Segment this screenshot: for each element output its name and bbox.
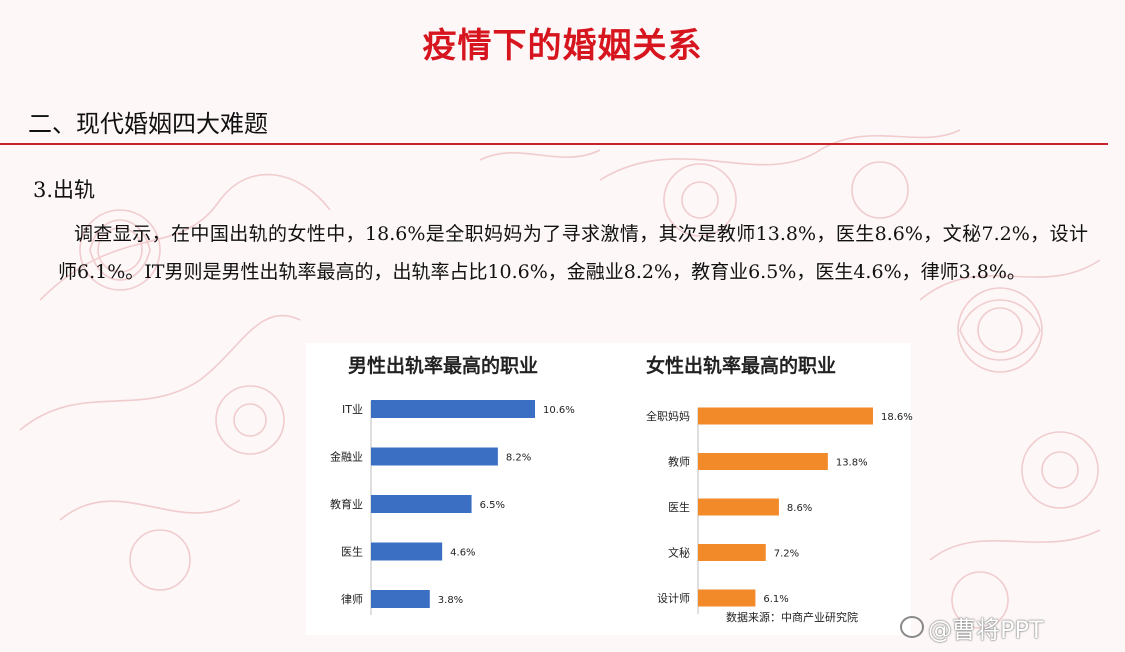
bar-2 xyxy=(371,447,498,466)
subheading: 3.出轨 xyxy=(33,178,96,202)
data-label: 6.1% xyxy=(763,594,788,605)
category-label: 医生 xyxy=(668,500,690,514)
category-label: 全职妈妈 xyxy=(646,409,690,423)
body-paragraph: 调查显示，在中国出轨的女性中，18.6%是全职妈妈为了寻求激情，其次是教师13.… xyxy=(58,223,1088,283)
data-label: 18.6% xyxy=(881,412,913,423)
bar-3 xyxy=(698,498,779,516)
data-source: 数据来源：中商产业研究院 xyxy=(726,611,858,624)
category-label: 医生 xyxy=(341,545,363,559)
bar-5 xyxy=(371,590,430,608)
category-label: 设计师 xyxy=(657,592,690,605)
data-label: 3.8% xyxy=(438,595,463,606)
data-label: 8.6% xyxy=(787,503,812,514)
category-label: IT业 xyxy=(342,403,363,416)
watermark-text: @曹将PPT xyxy=(928,615,1044,644)
data-label: 10.6% xyxy=(543,405,575,416)
page-title: 疫情下的婚姻关系 xyxy=(422,26,703,66)
female-chart-title: 女性出轨率最高的职业 xyxy=(646,355,837,377)
bar-4 xyxy=(698,544,766,561)
category-label: 律师 xyxy=(341,593,363,606)
bar-5 xyxy=(698,589,756,607)
data-label: 6.5% xyxy=(480,500,505,511)
data-label: 13.8% xyxy=(836,458,868,469)
category-label: 教育业 xyxy=(330,497,363,511)
data-label: 4.6% xyxy=(450,548,475,559)
category-label: 文秘 xyxy=(668,546,690,560)
divider-line xyxy=(0,143,1108,145)
weibo-logo-icon xyxy=(900,616,924,638)
chart-figure: 男性出轨率最高的职业 女性出轨率最高的职业 IT业 10.6% 金融业 8.2% 教育业… xyxy=(306,343,913,635)
data-label: 8.2% xyxy=(506,453,531,464)
male-bar-chart: IT业 10.6% 金融业 8.2% 教育业 6.5% 医生 4.6% 律师 3.8% xyxy=(330,400,575,615)
category-label: 金融业 xyxy=(330,450,363,464)
bar-3 xyxy=(371,495,472,513)
data-label: 7.2% xyxy=(774,549,799,560)
bar-4 xyxy=(371,542,443,561)
female-bar-chart: 全职妈妈 18.6% 教师 13.8% 医生 8.6% 文秘 7.2% 设计师 6.1% xyxy=(646,407,913,614)
bar-1 xyxy=(698,407,873,425)
watermark: @曹将PPT xyxy=(900,612,1120,644)
section-heading: 二、现代婚姻四大难题 xyxy=(28,110,268,138)
bar-2 xyxy=(698,453,828,470)
bar-1 xyxy=(371,400,535,418)
male-chart-title: 男性出轨率最高的职业 xyxy=(348,355,539,377)
category-label: 教师 xyxy=(668,456,690,469)
